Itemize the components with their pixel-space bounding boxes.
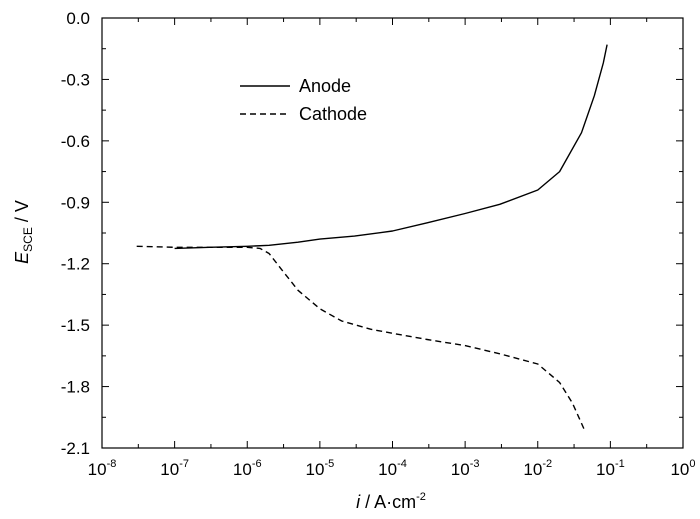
x-axis-var: i [356, 492, 361, 512]
y-axis-title: ESCE / V [12, 200, 35, 264]
y-tick-label: 0.0 [66, 9, 90, 28]
legend-anode-label: Anode [299, 76, 351, 96]
y-axis-unit: / V [12, 200, 32, 227]
y-tick-label: -1.8 [61, 378, 90, 397]
x-tick-label: 10-6 [233, 458, 262, 479]
x-tick-label: 10-1 [596, 458, 625, 479]
legend-cathode-label: Cathode [299, 104, 367, 124]
x-tick-label: 10-3 [451, 458, 480, 479]
x-tick-label: 10-5 [306, 458, 335, 479]
y-tick-label: -0.9 [61, 193, 90, 212]
y-axis-subscript: SCE [21, 227, 35, 252]
x-tick-label: 10-8 [88, 458, 117, 479]
y-tick-label: -1.2 [61, 255, 90, 274]
y-axis-var: E [12, 251, 32, 264]
plot-frame [101, 17, 684, 449]
y-tick-label: -1.5 [61, 316, 90, 335]
series-line-cathode [136, 245, 586, 432]
legend: Anode Cathode [240, 76, 367, 124]
x-tick-label: 10-2 [523, 458, 552, 479]
y-tick-label: -0.6 [61, 132, 90, 151]
plot-area: 10-8 10-7 10-6 10-5 10-4 10-3 10-2 10-1 100 0.0 -0… [61, 9, 696, 479]
series-line-anode [174, 44, 608, 250]
x-axis-unit: / A·cm [360, 492, 416, 512]
x-tick-label: 10-7 [160, 458, 189, 479]
x-axis-exponent: -2 [416, 491, 426, 503]
y-tick-label: -0.3 [61, 70, 90, 89]
y-tick-label: -2.1 [61, 439, 90, 458]
x-axis-title: i / A·cm-2 [356, 491, 426, 512]
x-tick-label: 10-4 [378, 458, 407, 479]
x-tick-label: 100 [670, 458, 695, 479]
